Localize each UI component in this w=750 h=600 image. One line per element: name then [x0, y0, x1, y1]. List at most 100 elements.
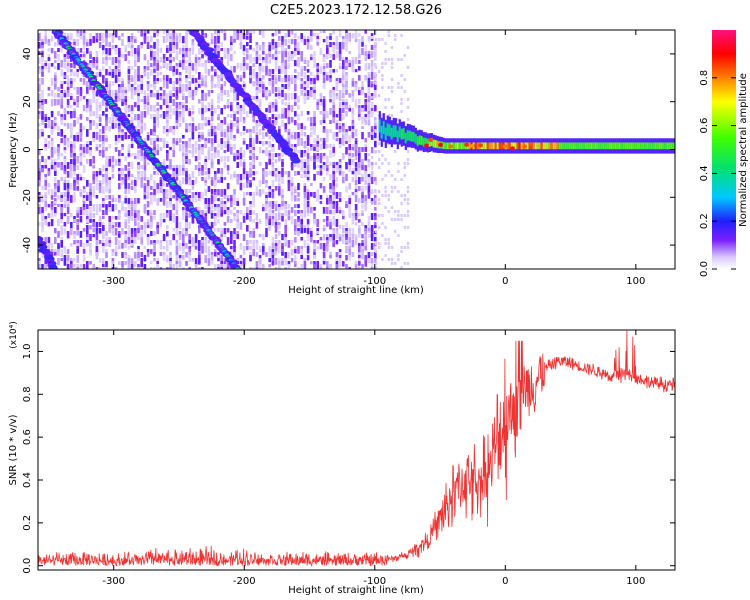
- noise-cell: [66, 183, 70, 189]
- noise-cell: [194, 126, 198, 132]
- noise-cell: [66, 54, 70, 59]
- noise-cell: [111, 216, 115, 220]
- noise-cell: [210, 81, 214, 89]
- noise-cell: [121, 252, 124, 258]
- noise-cell: [44, 219, 47, 226]
- noise-cell: [73, 183, 76, 191]
- noise-cell: [210, 255, 214, 262]
- noise-cell: [374, 177, 377, 182]
- noise-cell: [387, 34, 390, 37]
- carrier-hotspot: [502, 144, 508, 149]
- noise-cell: [319, 201, 323, 205]
- noise-cell: [146, 186, 150, 193]
- noise-cell: [220, 75, 223, 80]
- noise-cell: [159, 87, 163, 91]
- noise-cell: [370, 102, 374, 106]
- noise-cell: [207, 132, 211, 137]
- noise-cell: [345, 255, 348, 261]
- noise-cell: [255, 240, 259, 243]
- noise-cell: [105, 87, 108, 93]
- noise-cell: [370, 165, 374, 170]
- carrier-core: [650, 142, 653, 150]
- noise-cell: [217, 75, 220, 79]
- noise-cell: [150, 201, 153, 205]
- noise-cell: [354, 264, 358, 269]
- noise-cell: [262, 93, 265, 98]
- noise-cell: [268, 141, 271, 148]
- noise-cell: [114, 93, 118, 99]
- noise-cell: [271, 39, 275, 44]
- noise-cell: [351, 153, 355, 158]
- noise-cell: [118, 195, 121, 201]
- noise-cell: [89, 54, 92, 59]
- noise-cell: [153, 189, 156, 197]
- carrier-core: [648, 142, 651, 150]
- noise-cell: [178, 180, 182, 186]
- noise-cell: [249, 174, 252, 178]
- noise-cell: [185, 213, 188, 218]
- noise-cell: [316, 171, 319, 176]
- noise-cell: [201, 144, 204, 148]
- noise-cell: [54, 171, 57, 176]
- noise-cell: [185, 129, 188, 133]
- noise-cell: [316, 231, 319, 235]
- noise-cell: [182, 141, 185, 146]
- noise-cell: [178, 63, 182, 68]
- noise-cell: [332, 108, 335, 113]
- noise-cell: [166, 96, 169, 101]
- noise-cell: [258, 129, 262, 136]
- noise-cell: [306, 60, 310, 67]
- noise-cell: [178, 36, 182, 42]
- noise-cell: [274, 153, 278, 158]
- noise-cell: [367, 234, 371, 238]
- noise-cell: [239, 222, 243, 230]
- noise-cell: [367, 72, 371, 76]
- noise-cell: [76, 117, 79, 124]
- noise-cell: [76, 255, 79, 263]
- noise-cell: [258, 258, 262, 263]
- noise-cell: [306, 207, 310, 213]
- noise-cell: [397, 170, 400, 173]
- noise-cell: [73, 42, 76, 46]
- noise-cell: [287, 216, 291, 221]
- noise-cell: [268, 156, 271, 161]
- noise-cell: [102, 267, 105, 269]
- noise-cell: [38, 42, 41, 49]
- noise-cell: [306, 42, 310, 50]
- noise-cell: [207, 120, 211, 126]
- noise-cell: [316, 153, 319, 159]
- noise-cell: [297, 231, 300, 236]
- noise-cell: [287, 210, 291, 216]
- noise-cell: [313, 90, 316, 94]
- carrier-core: [386, 123, 389, 136]
- noise-cell: [268, 210, 271, 217]
- noise-cell: [108, 33, 111, 38]
- noise-cell: [86, 204, 89, 210]
- noise-cell: [172, 87, 175, 92]
- noise-cell: [201, 165, 204, 171]
- noise-cell: [47, 123, 51, 129]
- noise-cell: [354, 150, 358, 157]
- noise-cell: [114, 90, 118, 95]
- noise-cell: [182, 249, 185, 254]
- noise-cell: [63, 222, 67, 227]
- noise-cell: [374, 51, 377, 58]
- noise-cell: [204, 60, 207, 66]
- noise-cell: [246, 129, 249, 133]
- noise-cell: [166, 192, 169, 200]
- noise-cell: [306, 201, 310, 208]
- noise-cell: [201, 114, 204, 121]
- noise-cell: [82, 147, 86, 155]
- y-tick-label: 0.0: [22, 558, 33, 574]
- noise-cell: [326, 198, 329, 205]
- noise-cell: [130, 51, 134, 57]
- noise-cell: [175, 90, 179, 98]
- noise-cell: [358, 147, 361, 154]
- noise-cell: [239, 66, 243, 71]
- noise-cell: [230, 120, 233, 125]
- noise-cell: [381, 162, 384, 165]
- noise-cell: [118, 261, 121, 265]
- carrier-core: [560, 142, 563, 150]
- noise-cell: [361, 117, 364, 125]
- noise-cell: [108, 156, 111, 161]
